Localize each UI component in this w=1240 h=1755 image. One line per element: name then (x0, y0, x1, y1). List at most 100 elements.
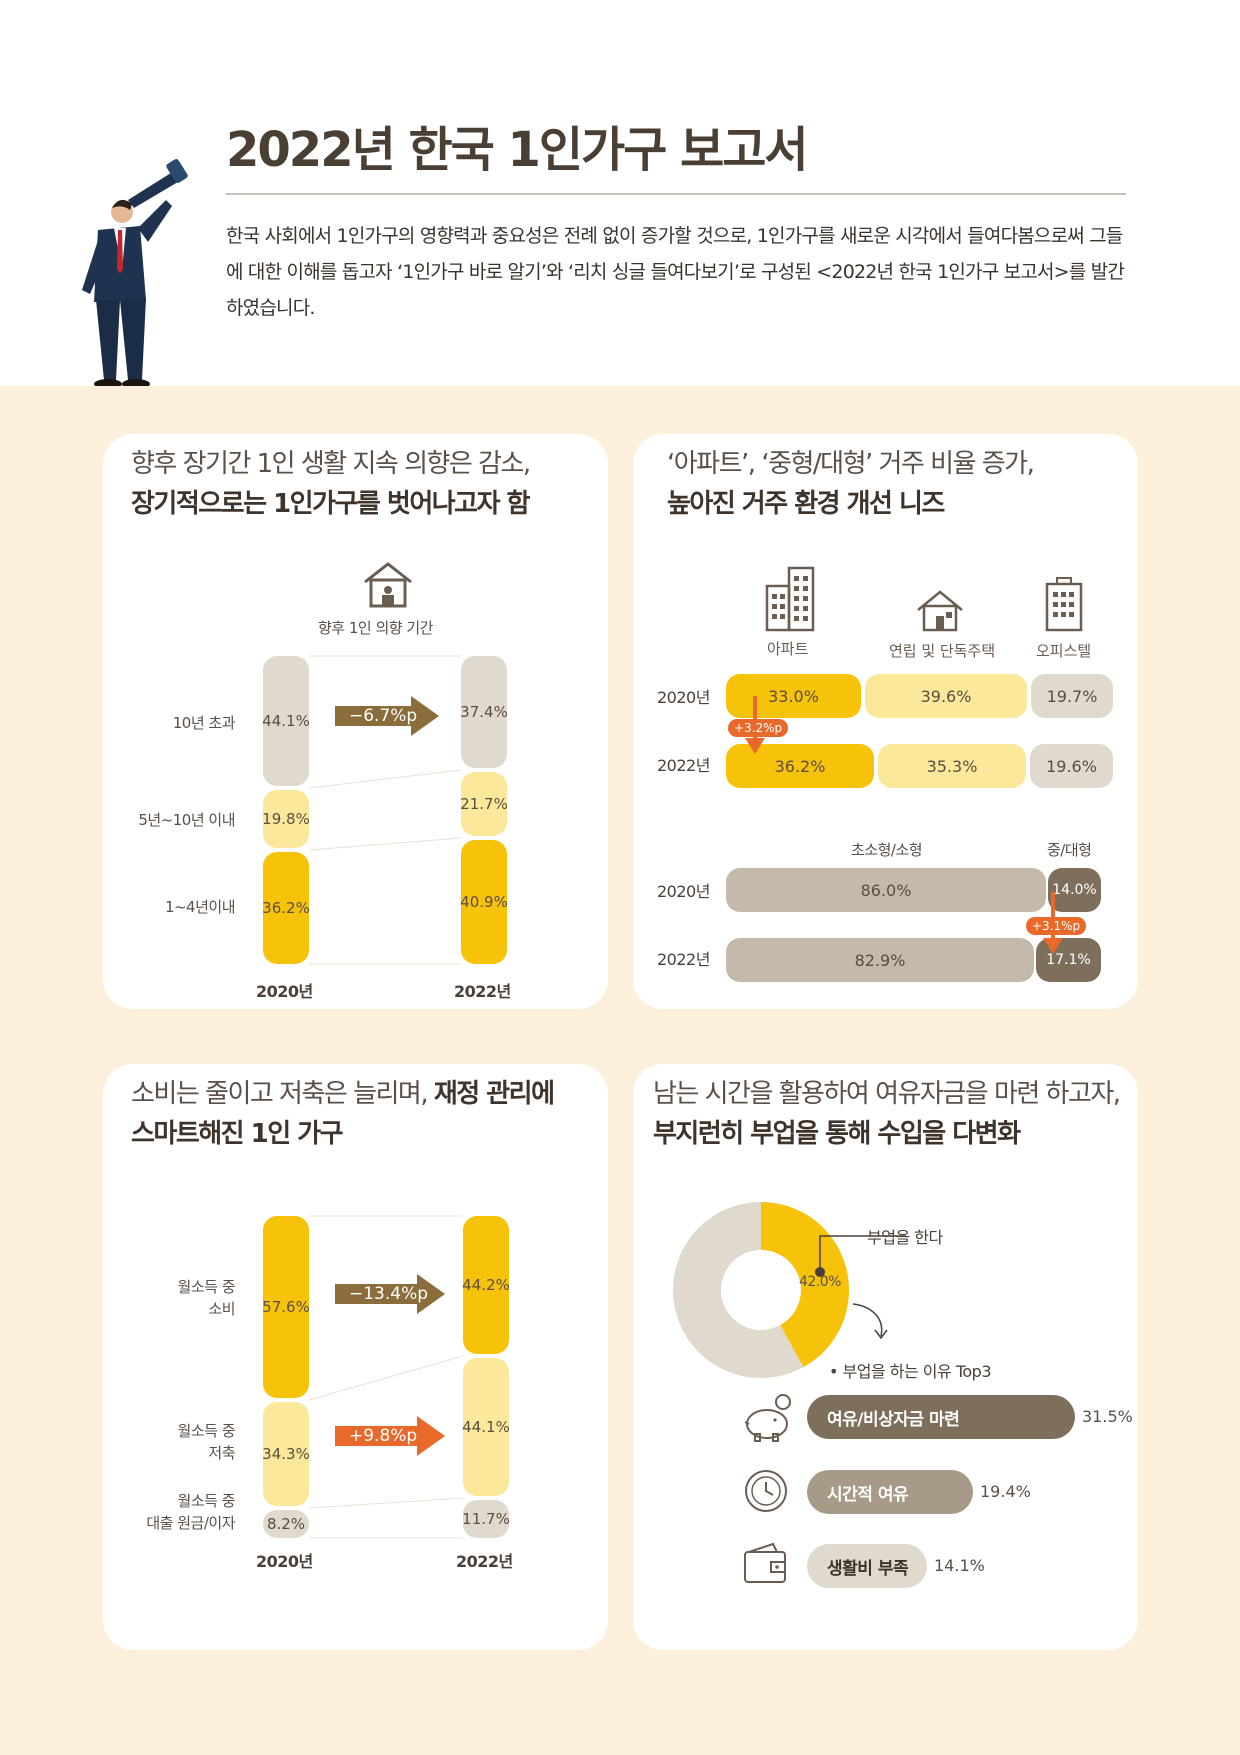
label-loan-line2: 대출 원금/이자 (146, 1514, 235, 1532)
reason-bar-savings: 여유/비상자금 마련 (807, 1395, 1075, 1439)
connector-line (308, 1497, 464, 1509)
label-2022-loan: 11.7% (462, 1510, 510, 1528)
size-legend-small: 초소형/소형 (851, 841, 923, 859)
bar-house-2022: 35.3% (878, 744, 1026, 788)
card1-title: 향후 장기간 1인 생활 지속 의향은 감소, 장기적으로는 1인가구를 벗어나… (131, 444, 531, 524)
icon-label-house: 연립 및 단독주택 (889, 642, 996, 660)
increase-arrow-icon (335, 1416, 445, 1456)
card1-title-line2: 장기적으로는 1인가구를 벗어나고자 함 (131, 489, 530, 519)
card3-title-line2: 스마트해진 1인 가구 (131, 1119, 344, 1149)
housing-year-2020: 2020년 (657, 688, 710, 707)
label-spend-line2: 소비 (208, 1300, 235, 1318)
telescope-icon (128, 159, 188, 208)
label-large-2020: 14.0% (1052, 882, 1097, 898)
label-small-2020: 86.0% (860, 880, 912, 900)
label-house-2022: 35.3% (926, 756, 978, 776)
bar-office-2022: 19.6% (1030, 744, 1113, 788)
series-label-1to4: 1~4년이내 (164, 898, 236, 916)
donut-value-label: 42.0% (799, 1274, 841, 1290)
label-save-line1: 월소득 중 (177, 1422, 236, 1440)
label-loan: 월소득 중 대출 원금/이자 (113, 1490, 235, 1534)
label-2022-5to10: 21.7% (460, 795, 508, 813)
series-label-5to10: 5년~10년 이내 (138, 811, 235, 829)
bar-2022-over10: 37.4% (460, 656, 508, 768)
bar-2022-1to4: 40.9% (460, 840, 508, 964)
label-office-2022: 19.6% (1046, 756, 1097, 776)
label-large-2022: 17.1% (1046, 952, 1091, 968)
wallet-icon (744, 1542, 786, 1583)
label-save-line2: 저축 (208, 1444, 235, 1462)
year-2020: 2020년 (256, 982, 313, 1001)
bar-2020-save: 34.3% (262, 1402, 310, 1506)
reason-label-living: 생활비 부족 (827, 1558, 909, 1579)
card3-title-bold: 재정 관리에 (433, 1079, 555, 1109)
label-2020-loan: 8.2% (266, 1515, 306, 1533)
card2-title-line1: ‘아파트’, ‘중형/대형’ 거주 비율 증가, (667, 449, 1035, 479)
donut-slice-1 (673, 1202, 849, 1378)
card3-title-plain: 소비는 줄이고 저축은 늘리며, (131, 1079, 434, 1109)
bar-apt-2022: 36.2% (726, 744, 874, 788)
page-title: 2022년 한국 1인가구 보고서 (226, 122, 809, 178)
card-finance: 소비는 줄이고 저축은 늘리며, 재정 관리에 스마트해진 1인 가구 57.6… (103, 1064, 608, 1650)
size-year-2020: 2020년 (657, 882, 710, 901)
card2-title: ‘아파트’, ‘중형/대형’ 거주 비율 증가, 높아진 거주 환경 개선 니즈 (667, 444, 1035, 524)
bar-2020-loan: 8.2% (263, 1510, 309, 1538)
reason-value-time: 19.4% (980, 1482, 1031, 1501)
bar-2020-over10: 44.1% (262, 656, 310, 786)
card-side-job: 남는 시간을 활용하여 여유자금을 마련 하고자, 부지런히 부업을 통해 수입… (633, 1064, 1138, 1650)
reason-bar-living: 생활비 부족 (807, 1544, 927, 1588)
label-2020-1to4: 36.2% (262, 899, 310, 917)
card-single-intention: 향후 장기간 1인 생활 지속 의향은 감소, 장기적으로는 1인가구를 벗어나… (103, 434, 608, 1009)
label-house-2020: 39.6% (920, 686, 972, 706)
house-person-icon (364, 562, 412, 608)
label-apt-2022: 36.2% (774, 756, 826, 776)
label-2020-save: 34.3% (262, 1445, 310, 1463)
bar-large-2020: 14.0% (1048, 868, 1101, 912)
label-save: 월소득 중 저축 (123, 1420, 236, 1464)
bar-2022-spend: 44.2% (462, 1216, 510, 1354)
label-2020-over10: 44.1% (262, 712, 310, 730)
house-icon (917, 590, 963, 632)
card1-icon-label: 향후 1인 의향 기간 (318, 619, 433, 637)
piggy-bank-icon (744, 1394, 791, 1442)
telescope-man-illustration (82, 159, 188, 389)
intro-text: 한국 사회에서 1인가구의 영향력과 중요성은 전례 없이 증가할 것으로, 1… (226, 225, 1125, 319)
donut-callout-line (815, 1235, 906, 1277)
title-divider (226, 193, 1126, 195)
year-2022: 2022년 (456, 1552, 513, 1571)
label-office-2020: 19.7% (1046, 686, 1098, 706)
card-housing: ‘아파트’, ‘중형/대형’ 거주 비율 증가, 높아진 거주 환경 개선 니즈… (633, 434, 1138, 1009)
size-legend-large: 중/대형 (1047, 841, 1092, 859)
label-loan-line1: 월소득 중 (177, 1492, 236, 1510)
card3-connector-lines (308, 1215, 464, 1539)
connector-line (308, 1355, 464, 1401)
label-small-2022: 82.9% (854, 950, 906, 970)
bar-2020-spend: 57.6% (262, 1216, 310, 1398)
reason-bar-time: 시간적 여유 (807, 1470, 973, 1514)
card1-connector-lines (308, 655, 462, 965)
bar-2022-loan: 11.7% (462, 1500, 510, 1538)
change-arrow-icon (335, 696, 439, 736)
card3-arrow2-label: +9.8%p (349, 1426, 418, 1446)
bar-small-2020: 86.0% (726, 868, 1046, 912)
label-2022-1to4: 40.9% (460, 893, 508, 911)
icon-label-apartment: 아파트 (767, 640, 809, 658)
donut-callout-label: 부업을 한다 (867, 1228, 943, 1247)
card3-title: 소비는 줄이고 저축은 늘리며, 재정 관리에 스마트해진 1인 가구 (131, 1074, 555, 1154)
side-job-donut-chart (673, 1202, 849, 1378)
bar-apt-2020: 33.0% (726, 674, 861, 718)
icon-label-officetel: 오피스텔 (1036, 642, 1092, 660)
office-building-icon (1045, 577, 1083, 632)
bar-office-2020: 19.7% (1031, 674, 1113, 718)
label-2020-spend: 57.6% (262, 1298, 310, 1316)
bar-2022-save: 44.1% (462, 1358, 510, 1496)
reason-label-time: 시간적 여유 (827, 1484, 909, 1505)
housing-year-2022: 2022년 (657, 756, 710, 775)
apartment-icon (765, 566, 815, 632)
label-apt-2020: 33.0% (768, 686, 819, 706)
reasons-title: • 부업을 하는 이유 Top3 (829, 1362, 992, 1381)
year-2020: 2020년 (256, 1552, 313, 1571)
label-2022-over10: 37.4% (460, 703, 508, 721)
year-2022: 2022년 (454, 982, 511, 1001)
connector-line (308, 769, 462, 789)
